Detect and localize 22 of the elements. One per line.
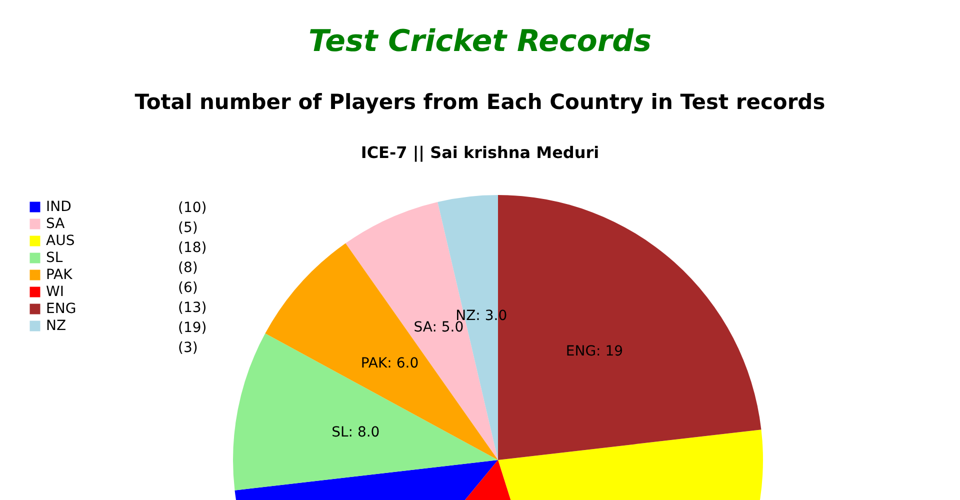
- legend-label: WI: [46, 284, 64, 300]
- legend-label: NZ: [46, 318, 66, 334]
- legend-label: AUS: [46, 233, 75, 249]
- text: ICE-7 || Sai krishna Meduri: [360, 143, 600, 162]
- chart-title: Test Cricket Records: [308, 24, 652, 59]
- text: (19): [178, 320, 207, 336]
- data-label: SL: 8.0: [332, 424, 380, 440]
- text: (10): [178, 200, 207, 216]
- chart-subtitle: Total number of Players from Each Country in Test records: [134, 90, 826, 114]
- data-label: ENG: 19: [566, 344, 624, 360]
- text: (3): [178, 340, 198, 356]
- text: (5): [178, 220, 198, 236]
- legend-label: SL: [46, 250, 63, 266]
- data-label: PAK: 6.0: [360, 356, 419, 372]
- text: (18): [178, 240, 207, 256]
- text: (8): [178, 260, 198, 276]
- legend-label: IND: [46, 199, 72, 215]
- text: (13): [178, 300, 207, 316]
- legend-label: PAK: [46, 267, 74, 283]
- legend-label: ENG: [46, 301, 76, 317]
- text: (6): [178, 280, 198, 296]
- legend-label: SA: [46, 216, 66, 232]
